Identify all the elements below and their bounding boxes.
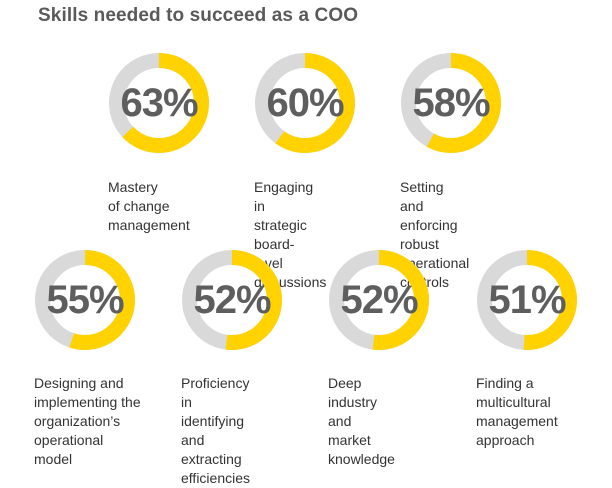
donut-svg [255,53,355,153]
donut-value-arc [329,250,429,350]
donut-ring: 52% [328,249,430,351]
donut-percent-label: 55% [46,277,124,322]
donut-percent-label: 63% [120,80,198,125]
donut-value-arc [182,250,282,350]
donut-ring: 63% [108,52,210,154]
chart-title: Skills needed to succeed as a COO [38,5,359,26]
donut-percent-label: 52% [340,277,418,322]
donut-caption: Finding a multicultural management appro… [476,375,558,448]
donut-value-arc [255,53,355,153]
donut-svg [109,53,209,153]
donut-caption: Deep industry and market knowledge [328,375,395,467]
donut-percent-label: 52% [193,277,271,322]
donut-value-arc [477,250,577,350]
donut-svg [182,250,282,350]
donut-svg [35,250,135,350]
donut-percent-label: 60% [266,80,344,125]
donut-value-arc [35,250,135,350]
donut-ring: 60% [254,52,356,154]
donut-caption: Designing and implementing the organizat… [34,375,141,467]
donut-ring: 51% [476,249,578,351]
donut-value-arc [109,53,209,153]
donut-ring: 52% [181,249,283,351]
donut-ring: 58% [400,52,502,154]
donut-percent-label: 51% [488,277,566,322]
donut-svg [329,250,429,350]
donut-percent-label: 58% [412,80,490,125]
donut-ring: 55% [34,249,136,351]
donut-svg [401,53,501,153]
donut-caption: Proficiency in identifying and extractin… [181,375,251,486]
donut-value-arc [401,53,501,153]
donut-caption: Mastery of change management [108,179,190,233]
donut-svg [477,250,577,350]
